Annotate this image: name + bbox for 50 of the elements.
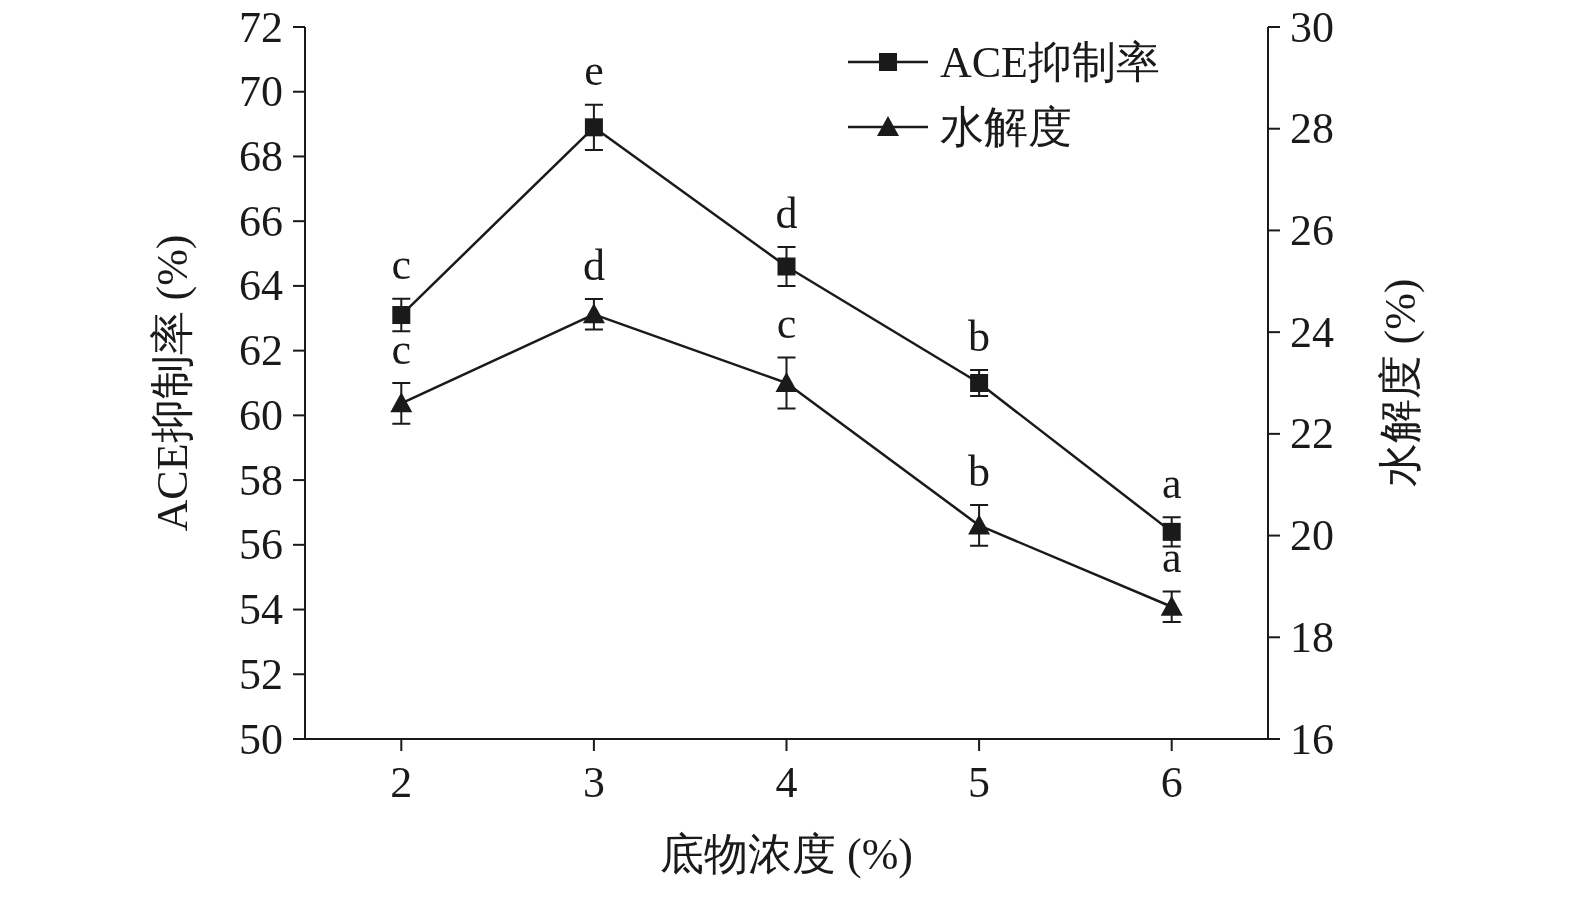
- y2-tick-label: 24: [1290, 307, 1334, 357]
- y-tick-label: 64: [239, 261, 283, 311]
- y-tick-label: 70: [239, 67, 283, 117]
- y-tick-label: 62: [239, 326, 283, 376]
- y2-tick-label: 16: [1290, 714, 1334, 764]
- x-tick-label: 6: [1160, 758, 1183, 807]
- y-tick-label: 58: [239, 455, 283, 505]
- point: [775, 372, 798, 392]
- x-tick-label: 5: [968, 758, 991, 807]
- y-tick-label: 68: [239, 131, 283, 181]
- y2-tick-label: 26: [1290, 205, 1334, 255]
- y-tick-label: 66: [239, 196, 283, 246]
- annotation: a: [1161, 533, 1182, 583]
- point: [968, 514, 991, 535]
- point: [1160, 595, 1183, 616]
- y-tick-label: 72: [239, 2, 283, 52]
- annotation: b: [968, 311, 991, 361]
- annotation: c: [776, 299, 797, 349]
- annotation: d: [775, 188, 798, 238]
- y-tick-label: 54: [239, 585, 283, 635]
- annotation: a: [1161, 458, 1182, 508]
- y2-tick-label: 22: [1290, 409, 1334, 459]
- point: [392, 306, 411, 325]
- y-axis-title: ACE抑制率 (%): [147, 234, 197, 532]
- point: [777, 257, 796, 276]
- annotation: c: [391, 240, 412, 290]
- y2-tick-label: 18: [1290, 612, 1334, 662]
- point: [970, 374, 989, 392]
- annotation: e: [584, 46, 604, 96]
- point: [390, 392, 413, 413]
- annotation: c: [391, 324, 412, 374]
- y2-tick-label: 30: [1290, 2, 1334, 52]
- annotation: d: [582, 240, 605, 290]
- x-tick-label: 3: [582, 758, 605, 807]
- point: [584, 118, 603, 137]
- legend-label: ACE抑制率: [940, 37, 1160, 87]
- y2-tick-label: 28: [1290, 104, 1334, 154]
- point: [582, 303, 605, 324]
- x-axis-title: 底物浓度 (%): [660, 830, 913, 879]
- y2-axis-title: 水解度 (%): [1375, 278, 1425, 488]
- y-tick-label: 52: [239, 649, 283, 699]
- x-tick-label: 2: [390, 758, 413, 807]
- y-tick-label: 56: [239, 520, 283, 570]
- legend-label: 水解度: [940, 102, 1072, 152]
- point: [1162, 522, 1181, 541]
- y2-tick-label: 20: [1290, 511, 1334, 561]
- y-tick-label: 60: [239, 390, 283, 440]
- x-tick-label: 4: [775, 758, 798, 807]
- annotation: b: [968, 446, 991, 496]
- y-tick-label: 50: [239, 714, 283, 764]
